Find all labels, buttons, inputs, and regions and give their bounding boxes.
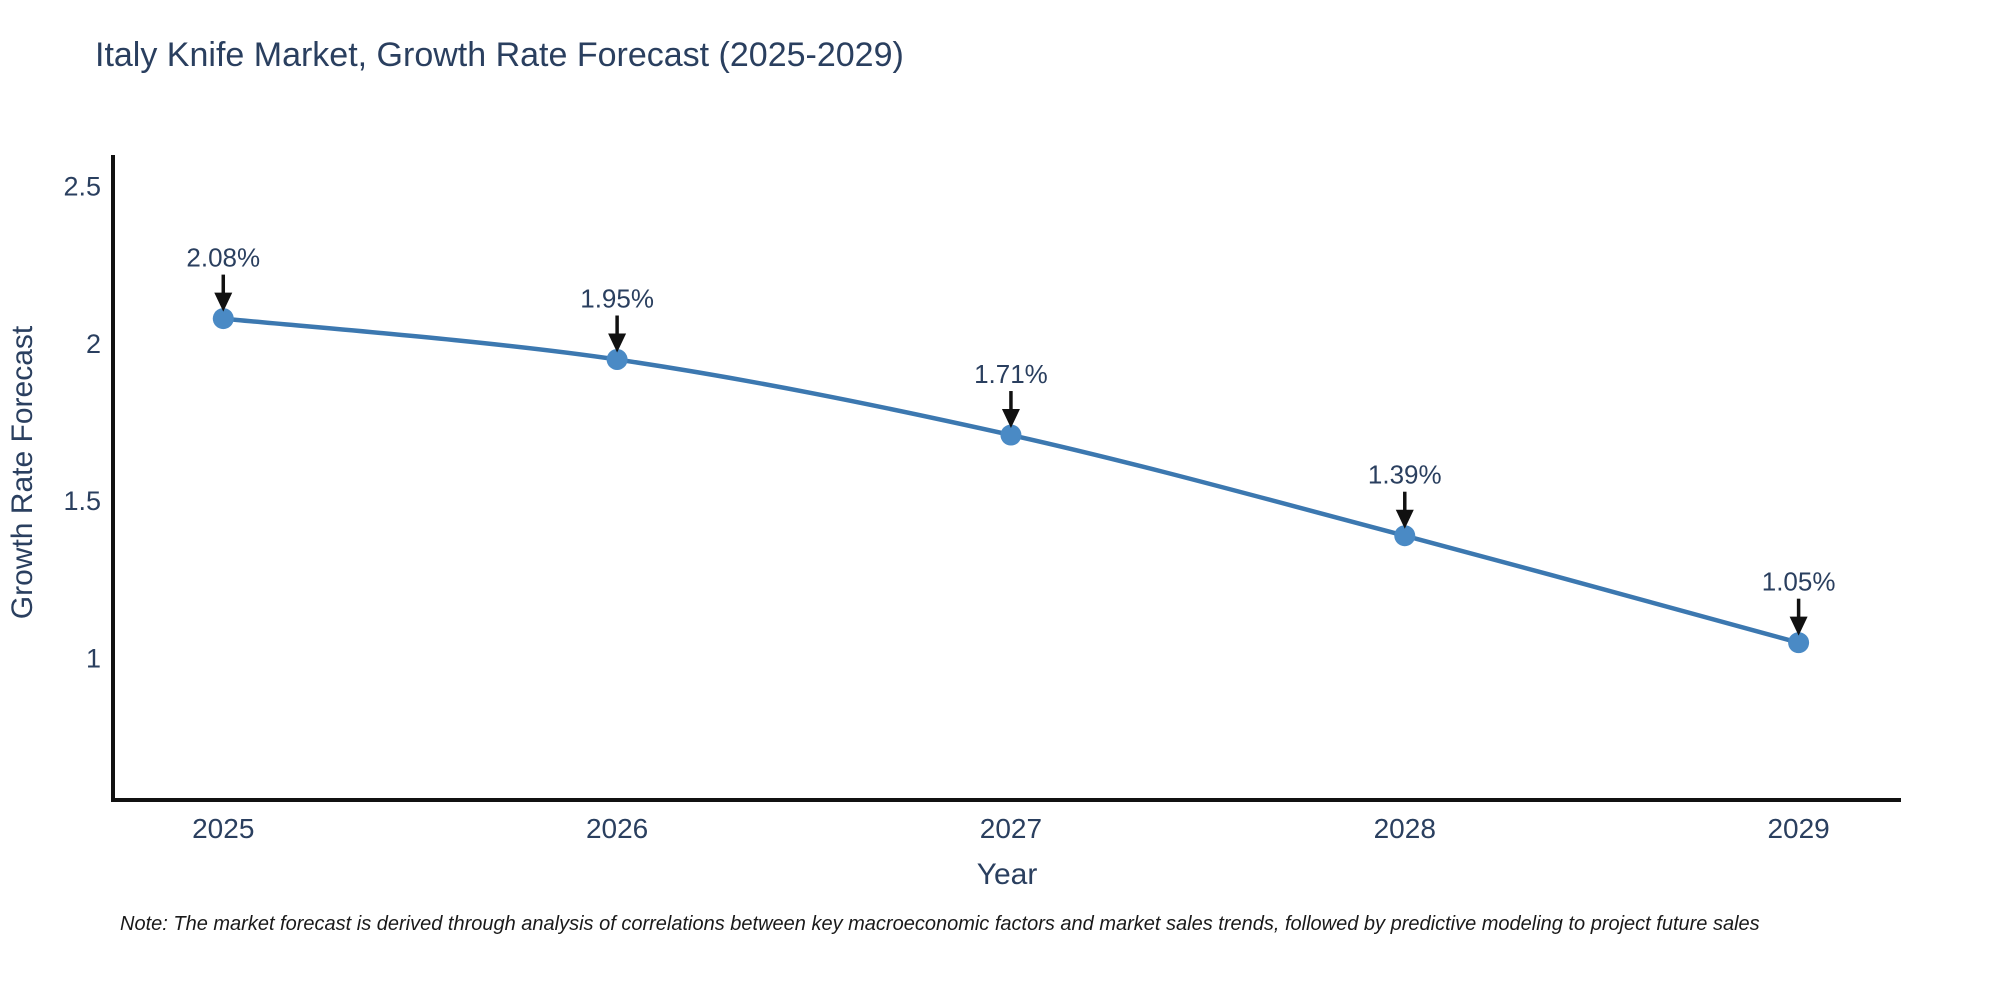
footnote: Note: The market forecast is derived thr… <box>120 913 1760 935</box>
data-point-marker <box>606 349 628 371</box>
annotation-arrowhead-icon <box>608 333 627 353</box>
annotation-arrowhead-icon <box>214 292 233 312</box>
x-tick-label: 2026 <box>586 813 648 844</box>
y-tick-label: 1 <box>86 643 101 673</box>
annotation-arrowhead-icon <box>1395 509 1414 529</box>
annotation-arrowhead-icon <box>1001 409 1020 429</box>
data-point-label: 1.39% <box>1368 460 1442 490</box>
annotation-arrowhead-icon <box>1789 616 1808 636</box>
x-axis-title: Year <box>977 858 1038 891</box>
data-point-label: 1.05% <box>1762 567 1836 597</box>
data-point-marker <box>1394 525 1416 547</box>
y-tick-label: 2.5 <box>63 171 101 201</box>
data-point-marker <box>1788 632 1810 654</box>
data-point-label: 1.71% <box>974 359 1048 389</box>
x-tick-label: 2027 <box>980 813 1042 844</box>
x-tick-label: 2029 <box>1767 813 1829 844</box>
data-point-marker <box>1000 424 1022 446</box>
x-tick-label: 2025 <box>192 813 254 844</box>
y-tick-label: 1.5 <box>63 486 101 516</box>
y-axis-title: Growth Rate Forecast <box>6 325 39 619</box>
y-tick-label: 2 <box>86 329 101 359</box>
chart-title: Italy Knife Market, Growth Rate Forecast… <box>95 36 904 74</box>
data-point-label: 1.95% <box>580 284 654 314</box>
data-point-label: 2.08% <box>186 243 260 273</box>
x-tick-label: 2028 <box>1374 813 1436 844</box>
data-point-marker <box>212 308 234 330</box>
